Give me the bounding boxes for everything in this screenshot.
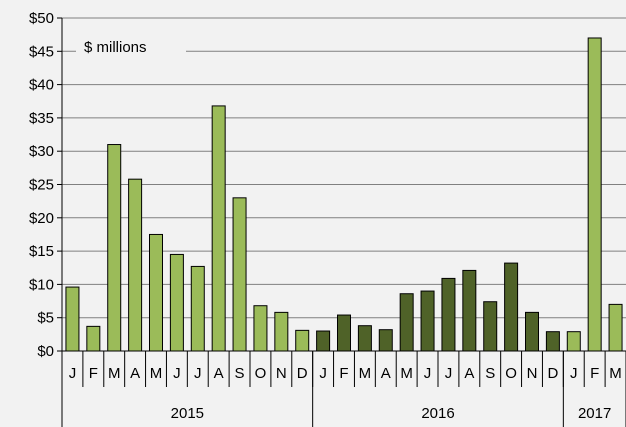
bar [107, 144, 122, 352]
bar [253, 305, 268, 352]
bar [566, 331, 581, 352]
bar [65, 286, 80, 352]
bar [399, 293, 414, 352]
x-tick-label: J [173, 365, 181, 382]
bars [65, 37, 623, 352]
x-tick-label: A [381, 365, 391, 382]
axes [57, 17, 626, 427]
x-tick-label: M [400, 365, 413, 382]
y-tick-label: $10 [29, 276, 54, 293]
year-labels: 2015 2016 2017 [171, 405, 612, 422]
bar [357, 325, 372, 352]
x-tick-label: N [276, 365, 287, 382]
bar [545, 331, 560, 352]
x-tick-label: A [214, 365, 224, 382]
bar [211, 105, 226, 352]
bar [128, 178, 143, 352]
x-tick-label: J [424, 365, 432, 382]
x-tick-label: A [130, 365, 140, 382]
bar [86, 325, 101, 352]
y-tick-label: $30 [29, 143, 54, 160]
y-tick-label: $50 [29, 10, 54, 27]
x-tick-label: O [505, 365, 517, 382]
x-tick-label: D [547, 365, 558, 382]
x-tick-label: M [609, 365, 622, 382]
x-tick-label: J [319, 365, 327, 382]
y-tick-labels: $0 $5 $10 $15 $20 $25 $30 $35 $40 $45 $50 [29, 10, 54, 360]
y-tick-label: $0 [37, 343, 54, 360]
x-tick-label: J [445, 365, 453, 382]
y-tick-label: $40 [29, 77, 54, 94]
x-tick-label: M [150, 365, 163, 382]
x-tick-label: J [69, 365, 77, 382]
bar [274, 311, 289, 352]
x-tick-label: A [464, 365, 474, 382]
bar [462, 269, 477, 352]
x-tick-label: J [194, 365, 202, 382]
y-tick-label: $20 [29, 210, 54, 227]
y-tick-label: $5 [37, 310, 54, 327]
x-tick-label: F [590, 365, 599, 382]
bar [483, 301, 498, 352]
y-tick-label: $45 [29, 43, 54, 60]
x-tick-label: M [359, 365, 372, 382]
bar [587, 37, 602, 352]
x-tick-label: O [255, 365, 267, 382]
bar [316, 330, 331, 352]
y-tick-label: $35 [29, 110, 54, 127]
bar [441, 277, 456, 352]
bar [525, 311, 539, 352]
year-label: 2017 [578, 405, 611, 422]
bar [337, 314, 351, 352]
gridlines [62, 17, 626, 319]
bar [232, 197, 247, 352]
units-annotation: $ millions [84, 39, 147, 56]
bar [169, 253, 184, 352]
x-tick-label: F [89, 365, 98, 382]
bar [295, 329, 310, 352]
x-tick-label: J [570, 365, 578, 382]
x-tick-label: N [527, 365, 538, 382]
annotation-background [76, 36, 186, 58]
x-tick-label: D [297, 365, 308, 382]
bar [608, 303, 623, 352]
x-tick-label: M [108, 365, 121, 382]
bar [149, 233, 163, 352]
y-tick-label: $15 [29, 243, 54, 260]
bar [190, 265, 205, 352]
bar [504, 262, 519, 352]
year-label: 2016 [421, 405, 454, 422]
y-tick-label: $25 [29, 177, 54, 194]
x-tick-label: S [235, 365, 245, 382]
bar [420, 290, 435, 352]
bar [378, 329, 393, 352]
year-label: 2015 [171, 405, 204, 422]
x-tick-label: F [339, 365, 348, 382]
x-tick-label: S [485, 365, 495, 382]
